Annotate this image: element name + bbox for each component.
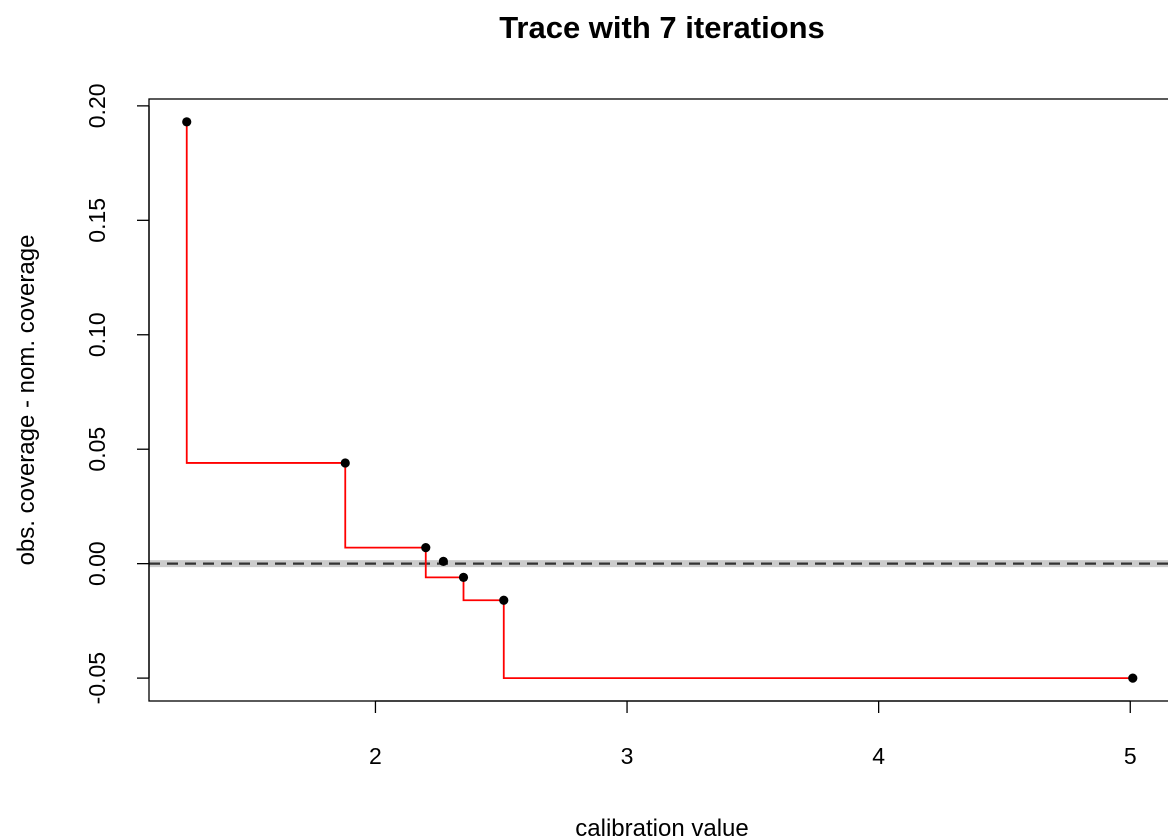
x-tick-label-1: 3 [621,743,634,769]
y-axis-title: obs. coverage - nom. coverage [13,235,40,566]
data-point-0 [182,117,192,127]
data-point-3 [499,595,509,605]
data-point-1 [1128,673,1138,683]
x-axis: 2 3 4 5 [369,700,1137,769]
plot-frame [148,98,1168,702]
chart-title: Trace with 7 iterations [499,10,825,45]
y-tick-label-3: 0.10 [84,312,110,357]
x-tick-label-3: 5 [1124,743,1137,769]
data-point-4 [421,543,431,553]
y-tick-label-5: 0.20 [84,83,110,128]
trace-step-0-1 [344,462,426,549]
data-point-6 [438,556,448,566]
y-tick-label-2: 0.05 [84,427,110,472]
trace-step-0-3 [462,577,504,602]
data-point-2 [340,458,350,468]
trace-step-0-0 [185,121,346,464]
x-tick-label-2: 4 [872,743,885,769]
data-point-5 [458,572,469,582]
y-tick-label-4: 0.15 [84,198,110,243]
trace-step-0-4 [502,600,1133,680]
y-axis: -0.05 0.00 0.05 0.10 0.15 0.20 [84,83,150,704]
y-tick-label-1: 0.00 [84,541,110,586]
y-tick-label-0: -0.05 [84,652,110,704]
x-axis-title: calibration value [575,815,748,840]
x-tick-label-0: 2 [369,743,382,769]
trace-step-0-2 [424,547,464,579]
trace-series [185,121,1133,680]
data-points [182,117,1138,683]
